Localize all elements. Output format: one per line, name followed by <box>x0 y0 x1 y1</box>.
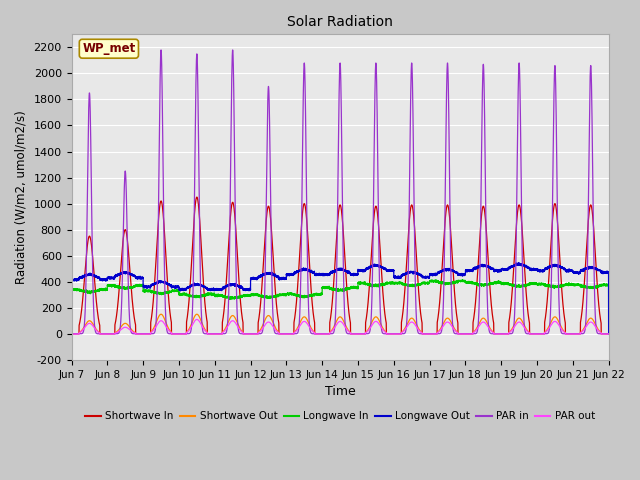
Title: Solar Radiation: Solar Radiation <box>287 15 393 29</box>
Text: WP_met: WP_met <box>83 42 136 55</box>
Y-axis label: Radiation (W/m2, umol/m2/s): Radiation (W/m2, umol/m2/s) <box>15 110 28 284</box>
Legend: Shortwave In, Shortwave Out, Longwave In, Longwave Out, PAR in, PAR out: Shortwave In, Shortwave Out, Longwave In… <box>81 408 599 426</box>
X-axis label: Time: Time <box>324 385 355 398</box>
